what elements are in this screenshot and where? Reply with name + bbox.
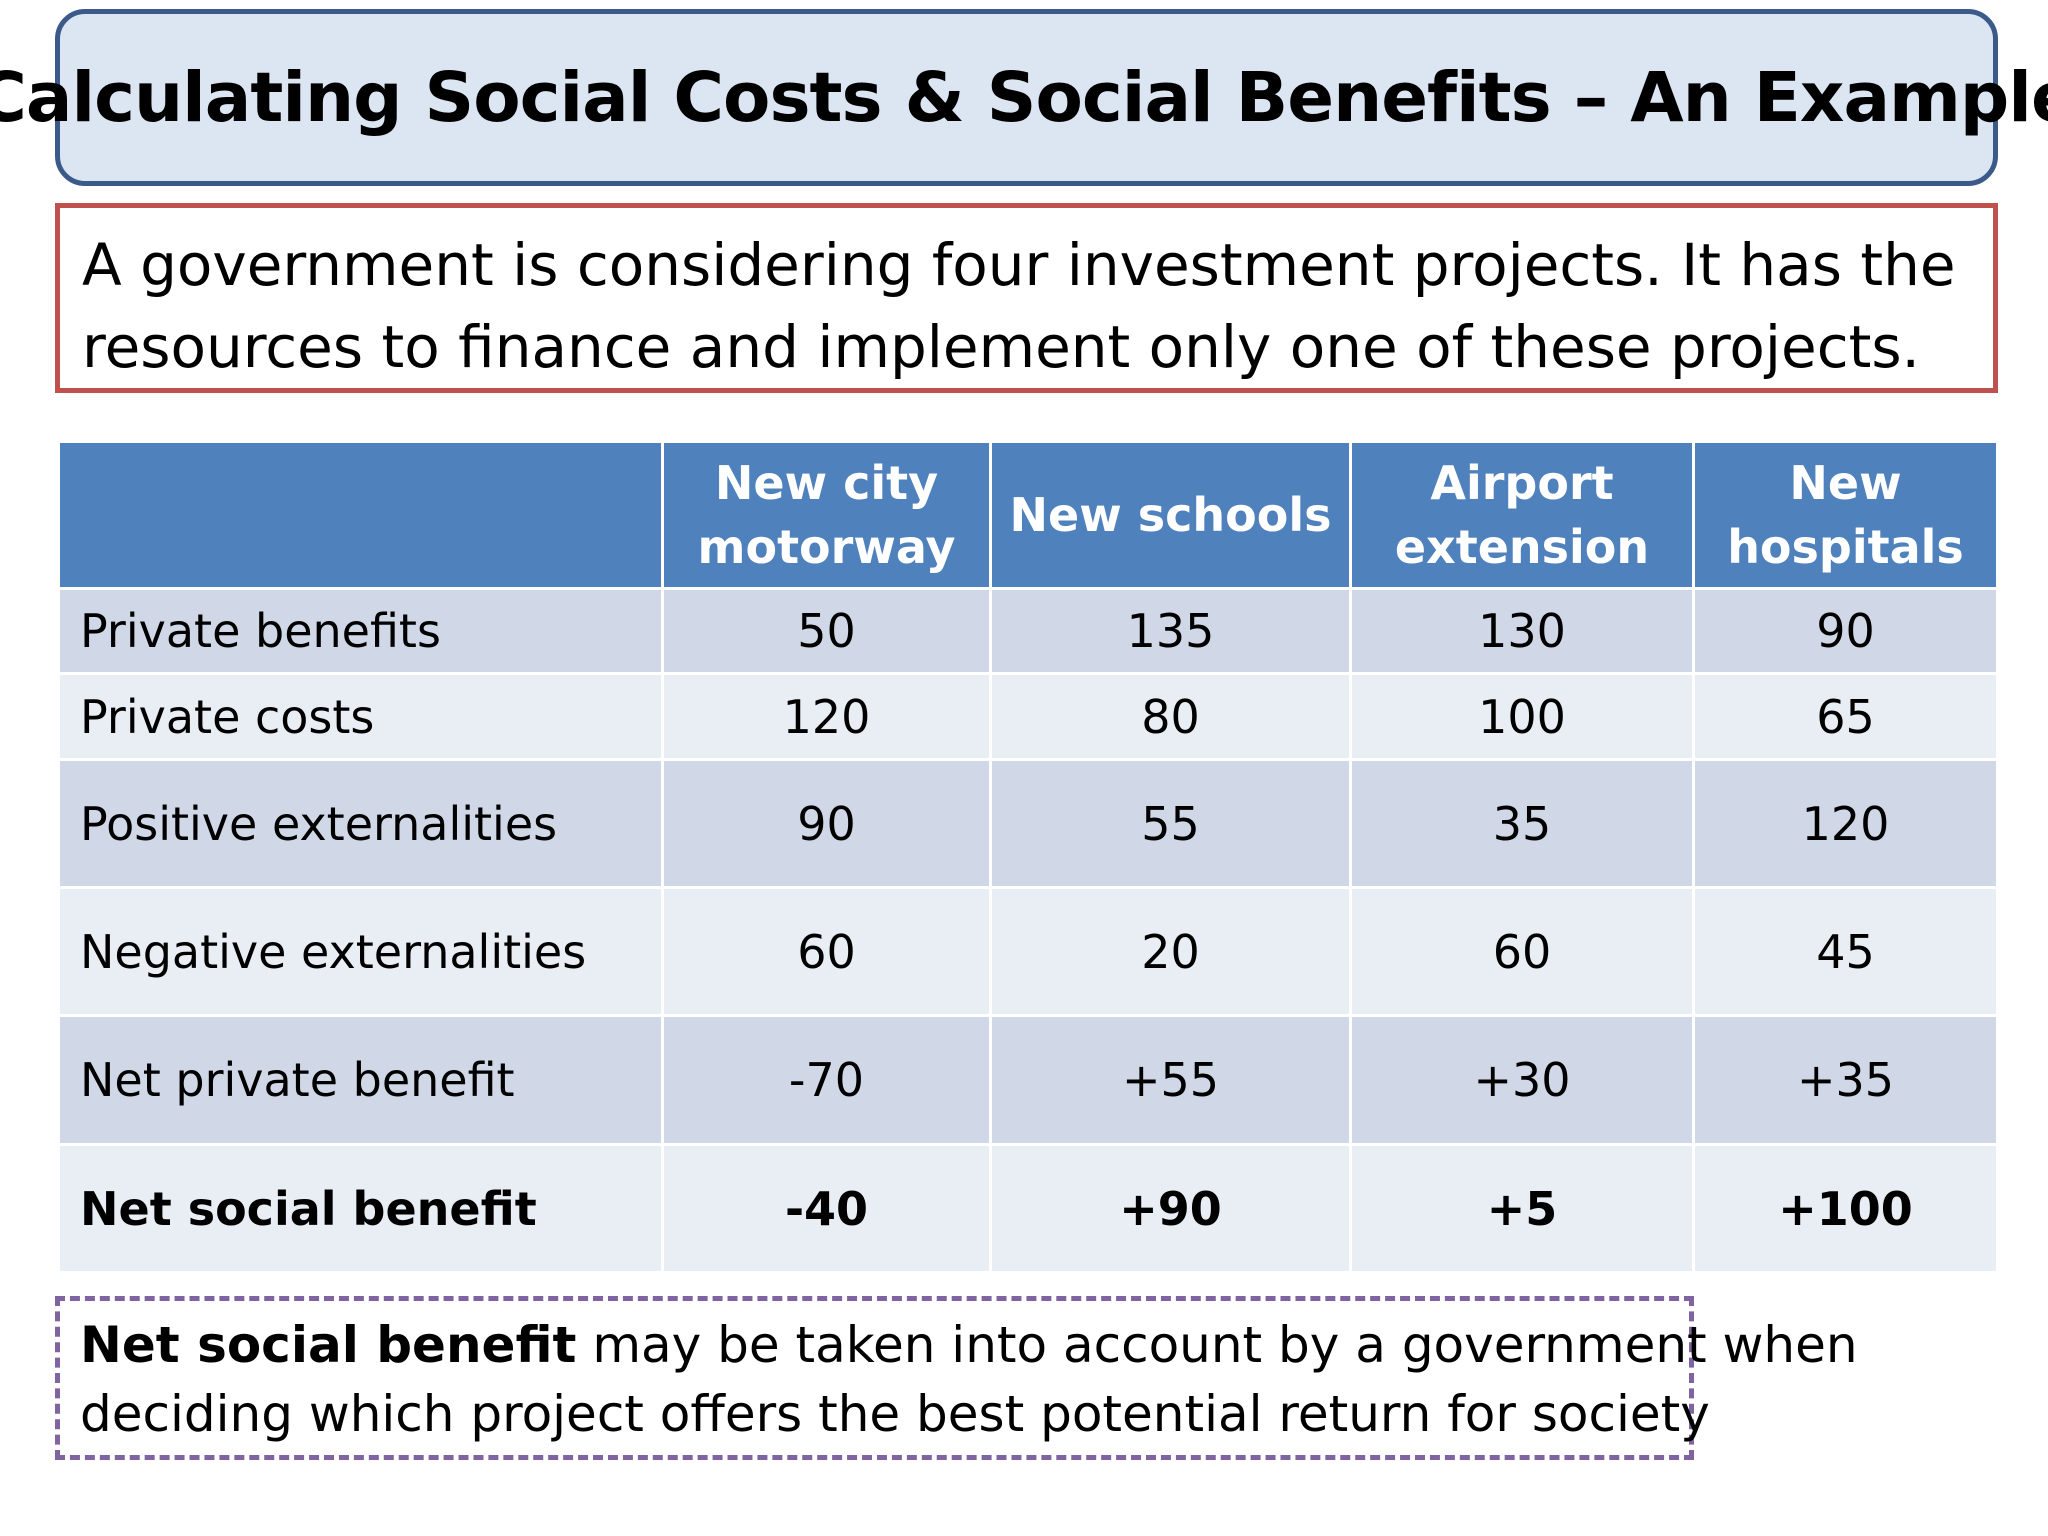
table-cell: +5 <box>1349 1143 1695 1274</box>
table-cell: +55 <box>989 1014 1352 1146</box>
table-row: Positive externalities 90 55 35 120 <box>57 758 1999 889</box>
table-cell: +90 <box>989 1143 1352 1274</box>
table-cell: 55 <box>989 758 1352 889</box>
column-header-schools: New schools <box>989 440 1352 590</box>
table-cell: 20 <box>989 886 1352 1017</box>
note-emphasis: Net social benefit <box>80 1316 577 1374</box>
header-corner-cell <box>57 440 664 590</box>
table-cell: 45 <box>1692 886 1999 1017</box>
note-text: may be taken into account by a governmen… <box>576 1316 1858 1374</box>
row-label: Net private benefit <box>57 1014 664 1146</box>
table-cell: 120 <box>661 672 992 761</box>
table-cell: 120 <box>1692 758 1999 889</box>
column-header-line: hospitals <box>1727 520 1964 574</box>
column-header-line: Airport <box>1430 456 1614 510</box>
intro-box: A government is considering four investm… <box>55 203 1998 393</box>
table-cell: +100 <box>1692 1143 1999 1274</box>
row-label: Positive externalities <box>57 758 664 889</box>
projects-table: New city motorway New schools Airport ex… <box>57 440 1999 1274</box>
table-cell: +35 <box>1692 1014 1999 1146</box>
title-banner: Calculating Social Costs & Social Benefi… <box>0 9 2048 186</box>
table-cell: 80 <box>989 672 1352 761</box>
table-cell: 50 <box>661 587 992 675</box>
table-row: Net social benefit -40 +90 +5 +100 <box>57 1143 1999 1274</box>
table-cell: -40 <box>661 1143 992 1274</box>
column-header-motorway: New city motorway <box>661 440 992 590</box>
table-cell: 100 <box>1349 672 1695 761</box>
table-cell: -70 <box>661 1014 992 1146</box>
table-cell: 135 <box>989 587 1352 675</box>
table-cell: 90 <box>1692 587 1999 675</box>
table-cell: +30 <box>1349 1014 1695 1146</box>
table-cell: 60 <box>1349 886 1695 1017</box>
column-header-line: motorway <box>697 520 956 574</box>
intro-line-1: A government is considering four investm… <box>82 231 1956 299</box>
column-header-line: New schools <box>1009 488 1332 542</box>
column-header-line: New city <box>714 456 939 510</box>
table-cell: 35 <box>1349 758 1695 889</box>
intro-line-2: resources to finance and implement only … <box>82 313 1920 381</box>
note-box: Net social benefit may be taken into acc… <box>55 1296 1858 1460</box>
row-label: Private costs <box>57 672 664 761</box>
column-header-line: New <box>1789 456 1902 510</box>
table-row: Net private benefit -70 +55 +30 +35 <box>57 1014 1999 1146</box>
table-row: Private costs 120 80 100 65 <box>57 672 1999 761</box>
row-label: Private benefits <box>57 587 664 675</box>
note-line-2: deciding which project offers the best p… <box>80 1385 1710 1443</box>
table-cell: 60 <box>661 886 992 1017</box>
column-header-airport: Airport extension <box>1349 440 1695 590</box>
page-title: Calculating Social Costs & Social Benefi… <box>0 57 2048 138</box>
table-row: Negative externalities 60 20 60 45 <box>57 886 1999 1017</box>
note-line-1: Net social benefit may be taken into acc… <box>80 1311 1858 1380</box>
table-row: Private benefits 50 135 130 90 <box>57 587 1999 675</box>
column-header-line: extension <box>1394 520 1650 574</box>
row-label: Negative externalities <box>57 886 664 1017</box>
column-header-hospitals: New hospitals <box>1692 440 1999 590</box>
table-cell: 90 <box>661 758 992 889</box>
table-cell: 130 <box>1349 587 1695 675</box>
table-header-row: New city motorway New schools Airport ex… <box>57 440 1999 590</box>
row-label: Net social benefit <box>57 1143 664 1274</box>
table-cell: 65 <box>1692 672 1999 761</box>
